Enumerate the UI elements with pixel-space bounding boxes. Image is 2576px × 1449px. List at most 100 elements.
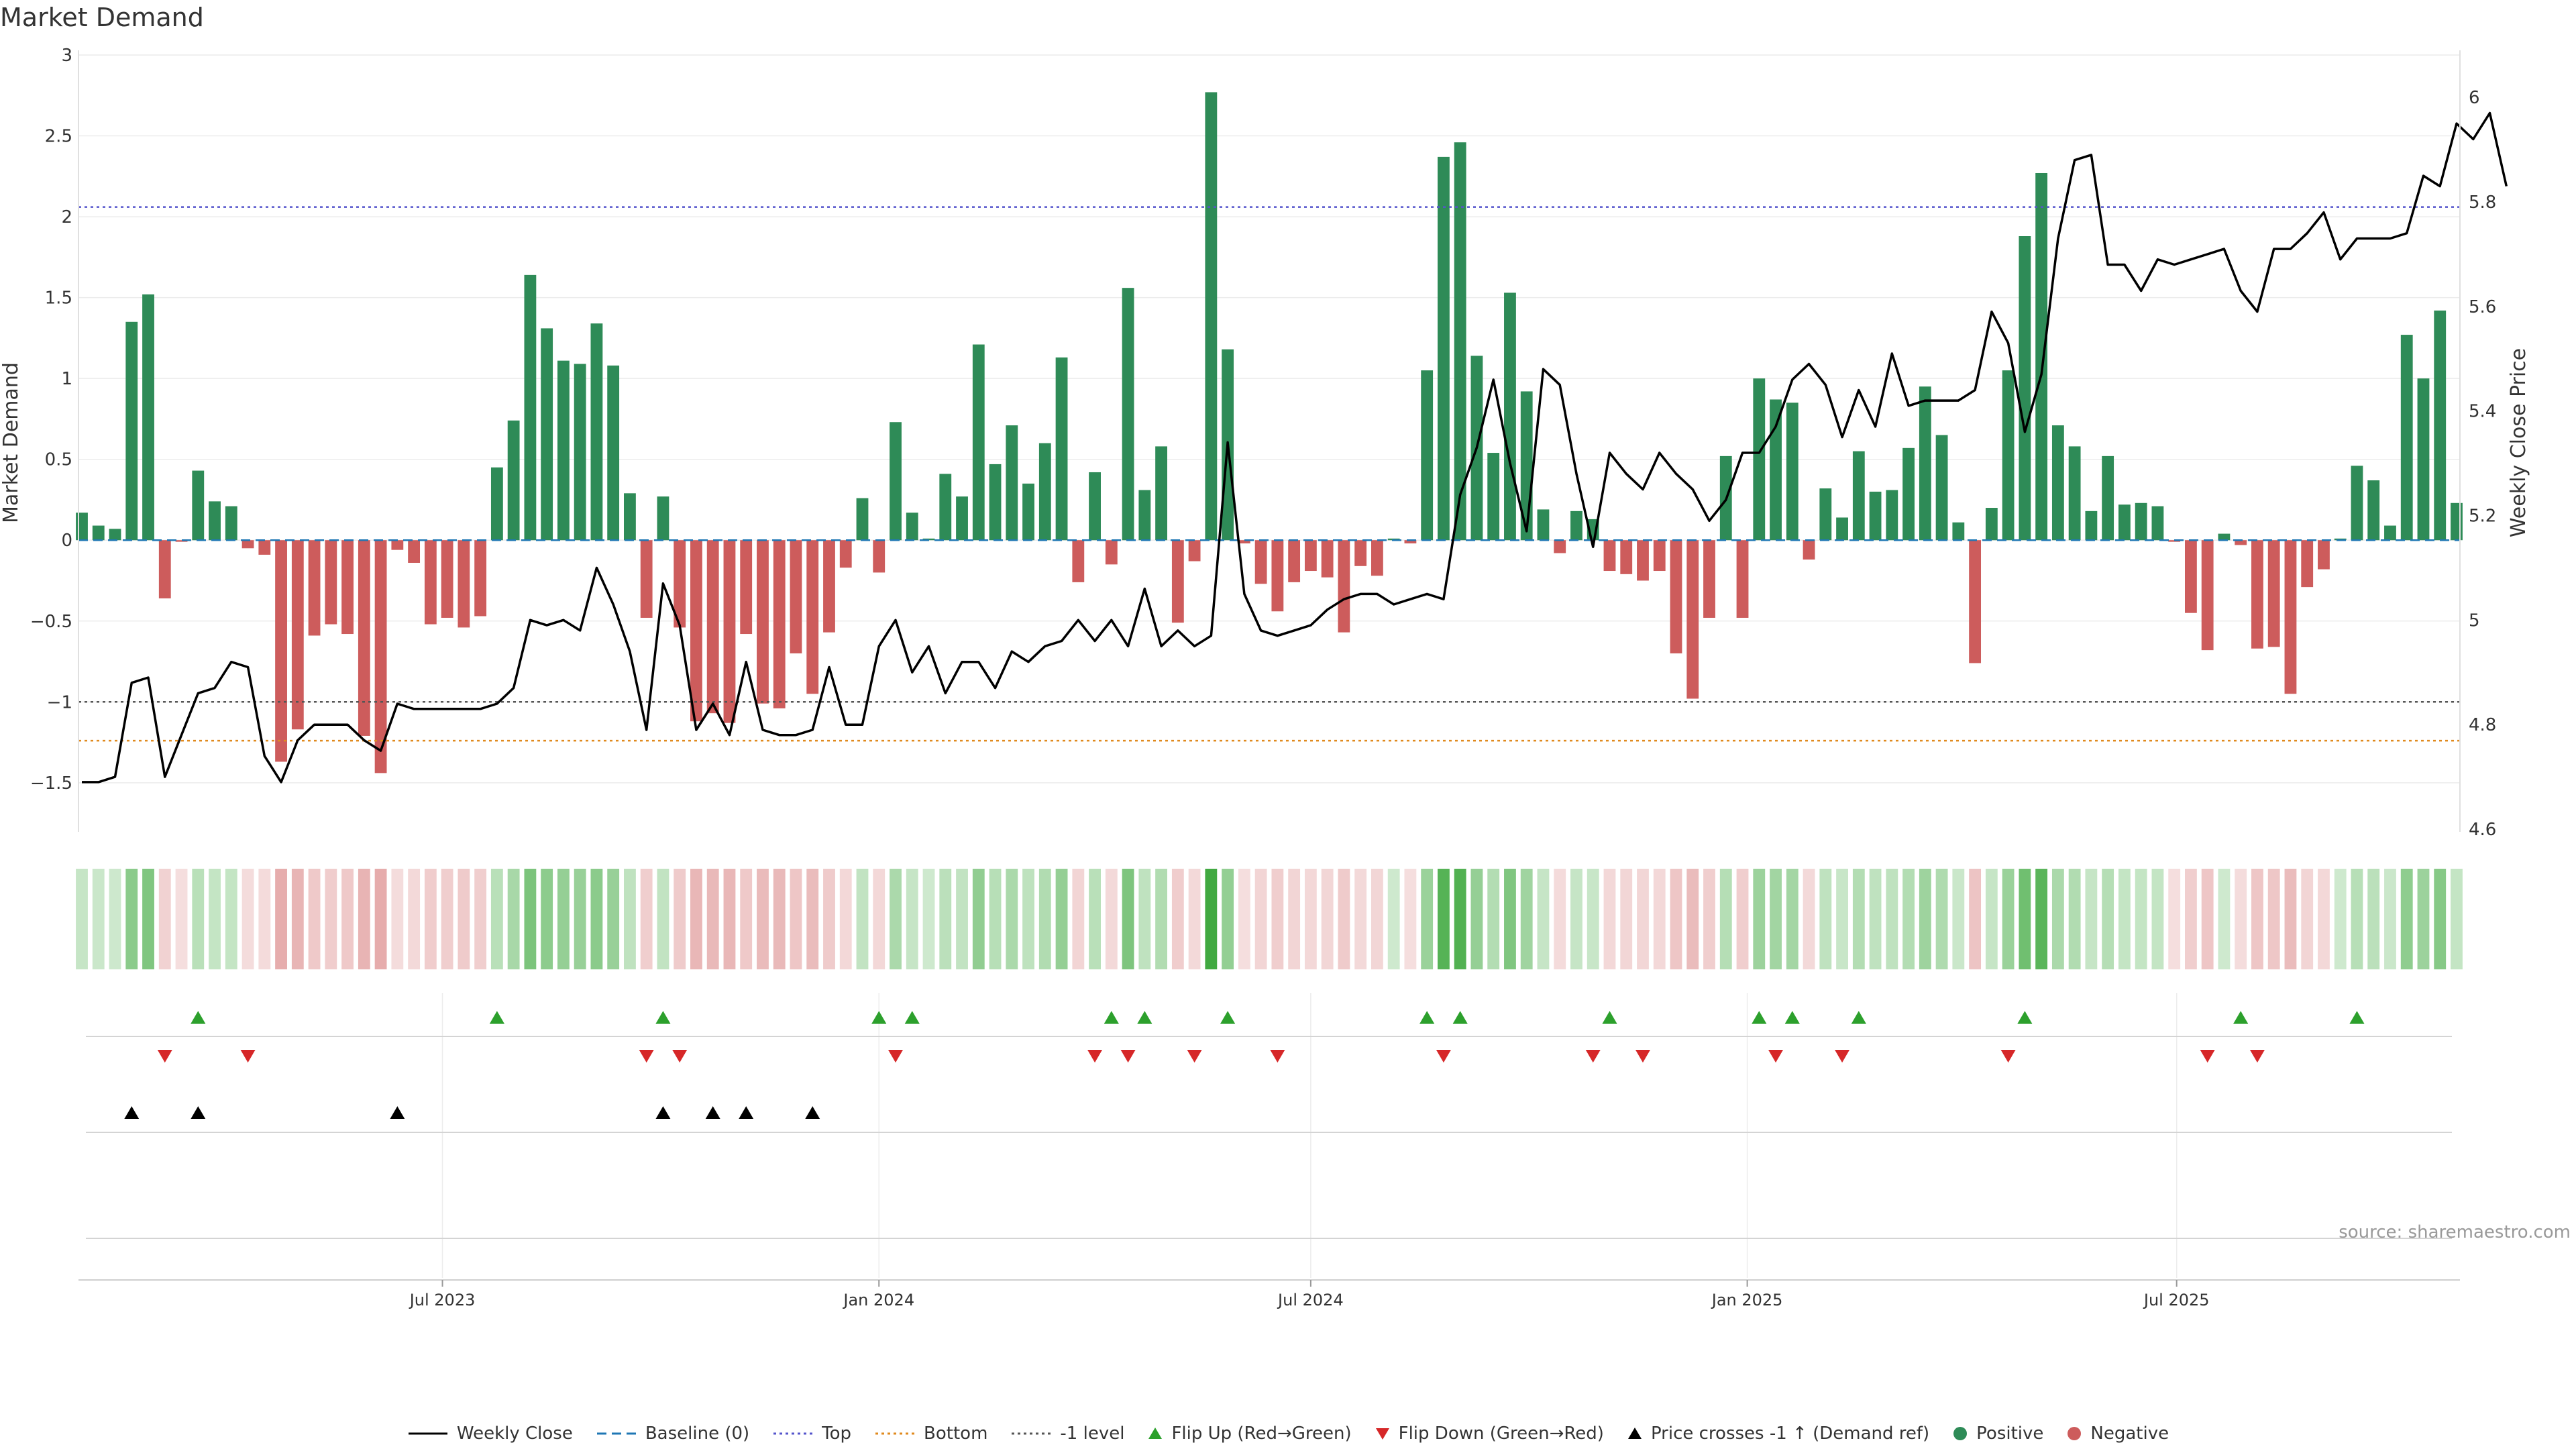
strip-cell [142, 869, 154, 969]
demand-bar [1338, 540, 1350, 633]
dotted-line-icon [875, 1432, 915, 1435]
strip-cell [856, 869, 869, 969]
strip-cell [706, 869, 719, 969]
strip-cell [1387, 869, 1400, 969]
strip-cell [1171, 869, 1184, 969]
flip-down-marker [1087, 1050, 1103, 1063]
strip-cell [906, 869, 918, 969]
strip-cell [1338, 869, 1350, 969]
strip-cell [1836, 869, 1848, 969]
flip-up-marker [489, 1011, 504, 1024]
strip-cell [441, 869, 453, 969]
strip-cell [1653, 869, 1666, 969]
flip-down-marker [157, 1050, 172, 1063]
demand-bar [1753, 378, 1766, 541]
demand-bar [1354, 540, 1367, 566]
demand-bar [1952, 522, 1965, 541]
demand-bar [906, 513, 918, 541]
y-tick-label: 2.5 [45, 127, 72, 147]
strip-cell [1288, 869, 1301, 969]
strip-cell [1504, 869, 1516, 969]
legend-item-negative: Negative [2066, 1424, 2169, 1444]
demand-bar [391, 540, 404, 550]
demand-bar [2151, 506, 2164, 541]
demand-bar [275, 540, 287, 762]
strip-cell [258, 869, 271, 969]
demand-bar [989, 464, 1002, 541]
strip-cell [557, 869, 570, 969]
demand-bar [258, 540, 271, 555]
demand-bar [1371, 540, 1383, 576]
strip-cell [790, 869, 802, 969]
legend-item-bottom: Bottom [874, 1424, 987, 1444]
demand-bar [192, 470, 205, 541]
demand-bar [1487, 453, 1500, 541]
strip-cell [989, 869, 1002, 969]
dot-icon [2068, 1427, 2082, 1440]
demand-bar [1304, 540, 1317, 572]
demand-bar [1438, 156, 1450, 541]
strip-cell [474, 869, 487, 969]
demand-bar [341, 540, 354, 635]
flip-down-marker [240, 1050, 256, 1063]
strip-cell [1038, 869, 1051, 969]
price-cross-marker [191, 1106, 206, 1119]
y-tick-label: 0.5 [45, 450, 72, 470]
strip-cell [1952, 869, 1965, 969]
flip-up-marker [655, 1011, 671, 1024]
dotted-line-icon [773, 1432, 813, 1435]
strip-cell [2251, 869, 2263, 969]
strip-cell [2367, 869, 2380, 969]
price-cross-marker [739, 1106, 754, 1119]
demand-bar [358, 540, 370, 736]
strip-cell [2384, 869, 2396, 969]
demand-bar [2218, 533, 2231, 541]
demand-bar [125, 321, 138, 541]
strip-cell [690, 869, 702, 969]
strip-cell [590, 869, 603, 969]
flip-down-marker [1585, 1050, 1601, 1063]
dashed-line-icon [596, 1432, 636, 1435]
demand-bar [557, 360, 570, 541]
demand-bar [2002, 370, 2015, 541]
y2-tick-label: 4.6 [2469, 820, 2496, 840]
demand-bar [1935, 435, 1948, 541]
flip-down-marker [1270, 1050, 1285, 1063]
strip-cell [358, 869, 370, 969]
demand-bar [806, 540, 819, 694]
demand-bar [1537, 509, 1550, 541]
demand-bar [524, 274, 537, 541]
strip-cell [1869, 869, 1882, 969]
demand-bar [1089, 472, 1101, 541]
strip-cell [125, 869, 138, 969]
flip-down-marker [672, 1050, 688, 1063]
y2-tick-label: 5.6 [2469, 297, 2496, 317]
demand-bar [2135, 502, 2147, 541]
strip-cell [424, 869, 437, 969]
strip-cell [1122, 869, 1134, 969]
demand-bar [2434, 310, 2447, 541]
demand-bar [1454, 142, 1466, 541]
legend-label: Top [822, 1424, 852, 1444]
strip-cell [1188, 869, 1201, 969]
strip-cell [2051, 869, 2064, 969]
demand-bar [92, 525, 105, 541]
demand-bar [1653, 540, 1666, 572]
strip-cell [1271, 869, 1284, 969]
demand-bar [773, 540, 786, 708]
strip-cell [1022, 869, 1034, 969]
y2-tick-label: 5.4 [2469, 402, 2496, 422]
strip-cell [1919, 869, 1931, 969]
demand-bar [574, 364, 586, 541]
strip-cell [2451, 869, 2463, 969]
strip-cell [1006, 869, 1018, 969]
legend-item-top: Top [772, 1424, 851, 1444]
strip-cell [1254, 869, 1267, 969]
demand-bar [1554, 540, 1566, 553]
strip-cell [2267, 869, 2280, 969]
demand-intensity-strip [76, 869, 2463, 969]
demand-bar [939, 474, 952, 541]
strip-cell [2102, 869, 2114, 969]
demand-bar [308, 540, 321, 636]
demand-bar [2118, 504, 2131, 541]
